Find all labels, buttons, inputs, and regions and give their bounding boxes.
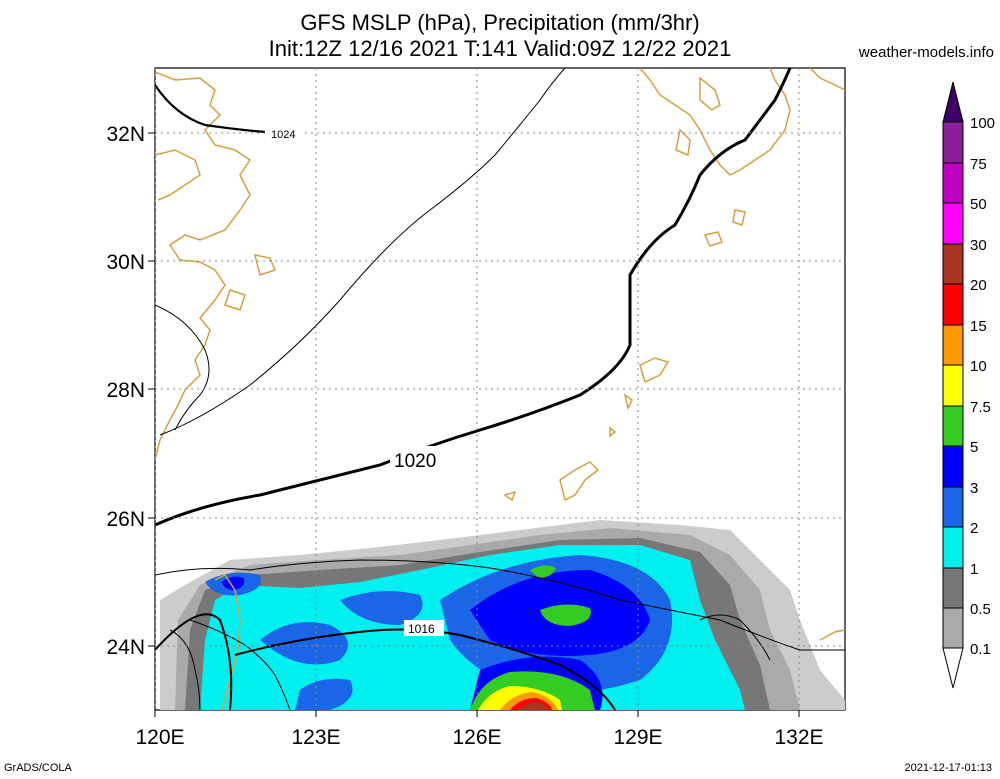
colorbar-swatch-15 bbox=[942, 324, 964, 366]
isobar-label-1020: 1020 bbox=[394, 451, 436, 472]
axis-ticks bbox=[148, 132, 800, 717]
colorbar-swatch-1 bbox=[942, 567, 964, 609]
lat-label-24n: 24N bbox=[106, 636, 145, 659]
colorbar-label-50: 50 bbox=[970, 196, 987, 213]
colorbar-swatch-100 bbox=[942, 121, 964, 164]
isobar-thin-d bbox=[189, 619, 291, 710]
lat-labels: 32N 30N 28N 26N 24N bbox=[106, 123, 145, 659]
lon-label-129e: 129E bbox=[613, 726, 662, 749]
colorbar-label-5: 5 bbox=[970, 439, 978, 456]
precip-30 bbox=[518, 701, 548, 710]
colorbar-swatch-5 bbox=[942, 445, 964, 488]
precip-7.5a bbox=[540, 604, 591, 626]
colorbar bbox=[942, 81, 964, 689]
lon-label-120e: 120E bbox=[135, 726, 184, 749]
coastlines bbox=[155, 68, 845, 710]
colorbar-swatch-30 bbox=[942, 243, 964, 285]
lon-label-132e: 132E bbox=[774, 726, 823, 749]
precip-3d bbox=[295, 678, 353, 710]
isobars bbox=[155, 68, 845, 710]
colorbar-label-2: 2 bbox=[970, 520, 978, 537]
site-credit: weather-models.info bbox=[858, 44, 994, 61]
lon-label-123e: 123E bbox=[291, 726, 340, 749]
precipitation-field bbox=[160, 520, 845, 710]
isobar-1016b bbox=[234, 628, 616, 710]
isobar-thin-f bbox=[699, 614, 771, 661]
isobar-thin-a bbox=[159, 68, 566, 436]
colorbar-label-0.1: 0.1 bbox=[970, 641, 991, 658]
isobar-label-1016: 1016 bbox=[408, 622, 435, 636]
isobar-1020 bbox=[155, 68, 792, 527]
isobar-thin-b bbox=[155, 304, 210, 431]
colorbar-label-100: 100 bbox=[970, 115, 995, 132]
isobar-labels: 1024 1020 1016 bbox=[266, 124, 444, 636]
precip-3b bbox=[340, 591, 423, 625]
colorbar-swatch-10 bbox=[942, 364, 964, 407]
footer-timestamp: 2021-12-17-01:13 bbox=[904, 762, 992, 774]
chart-title-line2: Init:12Z 12/16 2021 T:141 Valid:09Z 12/2… bbox=[268, 36, 732, 61]
lat-label-28n: 28N bbox=[106, 379, 145, 402]
lat-label-26n: 26N bbox=[106, 508, 145, 531]
isobar-thin-e bbox=[169, 629, 201, 710]
colorbar-label-7.5: 7.5 bbox=[970, 399, 991, 416]
precip-3a bbox=[260, 622, 348, 665]
lat-label-30n: 30N bbox=[106, 251, 145, 274]
colorbar-label-30: 30 bbox=[970, 237, 987, 254]
precip-7.5b bbox=[530, 565, 556, 578]
colorbar-swatch-7.5 bbox=[942, 405, 964, 447]
colorbar-swatch-50 bbox=[942, 202, 964, 245]
colorbar-labels: 100 75 50 30 20 15 10 7.5 5 3 2 1 0.5 0.… bbox=[970, 115, 995, 658]
colorbar-label-0.5: 0.5 bbox=[970, 601, 991, 618]
colorbar-swatch-20 bbox=[942, 283, 964, 326]
colorbar-swatch-3 bbox=[942, 486, 964, 528]
isobar-label-1024: 1024 bbox=[271, 129, 295, 141]
colorbar-label-3: 3 bbox=[970, 480, 978, 497]
lon-label-126e: 126E bbox=[452, 726, 501, 749]
colorbar-bottom-arrow bbox=[942, 647, 964, 689]
colorbar-top-arrow bbox=[942, 81, 964, 123]
colorbar-swatch-0.5 bbox=[942, 607, 964, 649]
colorbar-label-20: 20 bbox=[970, 277, 987, 294]
lat-label-32n: 32N bbox=[106, 123, 145, 146]
colorbar-label-10: 10 bbox=[970, 358, 987, 375]
footer-credit: GrADS/COLA bbox=[4, 762, 72, 774]
colorbar-label-1: 1 bbox=[970, 561, 978, 578]
isobar-1016 bbox=[155, 613, 233, 710]
lon-labels: 120E 123E 126E 129E 132E bbox=[135, 726, 823, 749]
colorbar-label-75: 75 bbox=[970, 156, 987, 173]
colorbar-label-15: 15 bbox=[970, 318, 987, 335]
colorbar-swatch-75 bbox=[942, 162, 964, 204]
isobar-1024 bbox=[155, 84, 266, 134]
colorbar-swatch-2 bbox=[942, 526, 964, 569]
chart-title-line1: GFS MSLP (hPa), Precipitation (mm/3hr) bbox=[300, 10, 700, 35]
isobar-thin-c bbox=[155, 559, 845, 651]
